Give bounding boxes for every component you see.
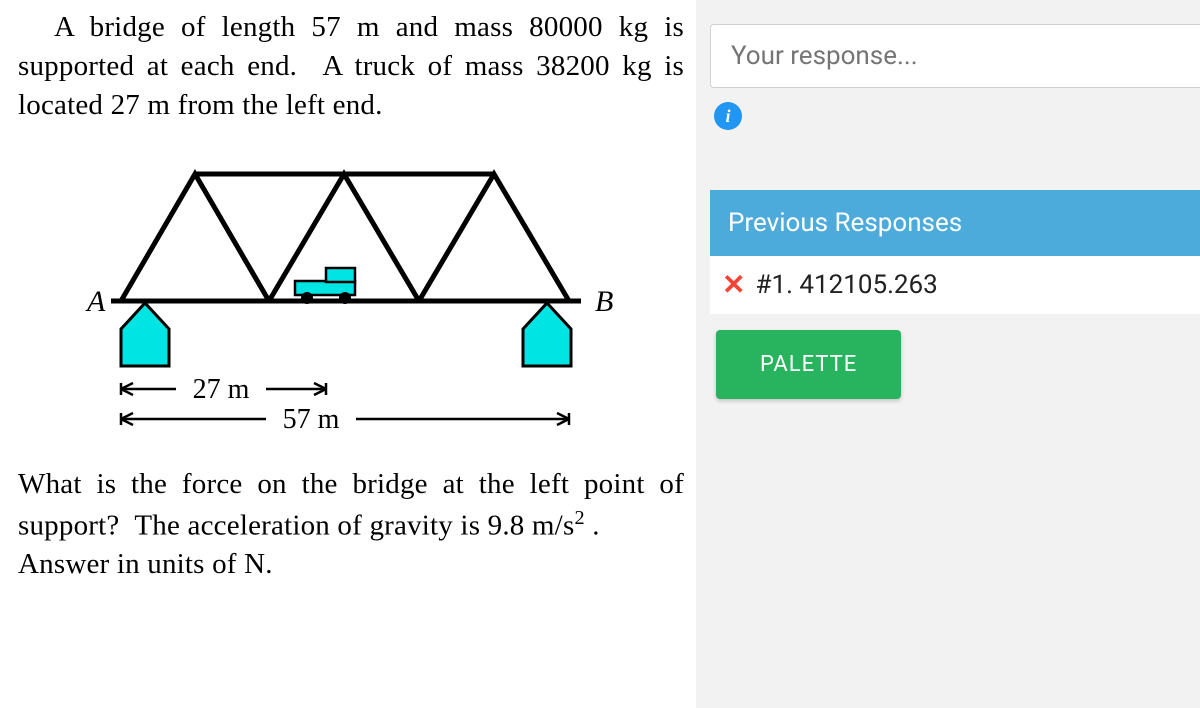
previous-responses-header: Previous Responses: [710, 190, 1200, 256]
label-b: B: [595, 285, 613, 318]
answer-units-line: Answer in units of N.: [18, 545, 684, 584]
response-panel: i Previous Responses ✕ #1. 412105.263 PA…: [696, 0, 1200, 708]
info-icon[interactable]: i: [714, 102, 742, 130]
previous-response-row: ✕ #1. 412105.263: [710, 256, 1200, 314]
problem-paragraph-1: A bridge of length 57 m and mass 80000 k…: [18, 8, 684, 125]
problem-paragraph-2: What is the force on the bridge at the l…: [18, 465, 684, 545]
dim-27m-label: 27 m: [193, 374, 250, 405]
dim-57m-label: 57 m: [283, 404, 340, 435]
dim-57m-line: [121, 413, 569, 425]
question-text-c: .: [585, 509, 600, 541]
response-input[interactable]: [710, 24, 1200, 88]
label-a: A: [85, 285, 106, 318]
question-text-b: The acceleration of gravity is 9.8 m/s: [134, 509, 574, 541]
incorrect-x-icon: ✕: [722, 271, 745, 299]
problem-panel: A bridge of length 57 m and mass 80000 k…: [0, 0, 696, 708]
right-pier: [523, 303, 571, 366]
squared-exponent: 2: [574, 507, 584, 529]
left-pier: [121, 303, 169, 366]
palette-button[interactable]: PALETTE: [716, 330, 901, 399]
answer-units-text: Answer in units of N.: [18, 548, 273, 580]
bridge-diagram: A B 27 m 57 m: [51, 151, 651, 451]
previous-response-value: #1. 412105.263: [755, 270, 937, 300]
